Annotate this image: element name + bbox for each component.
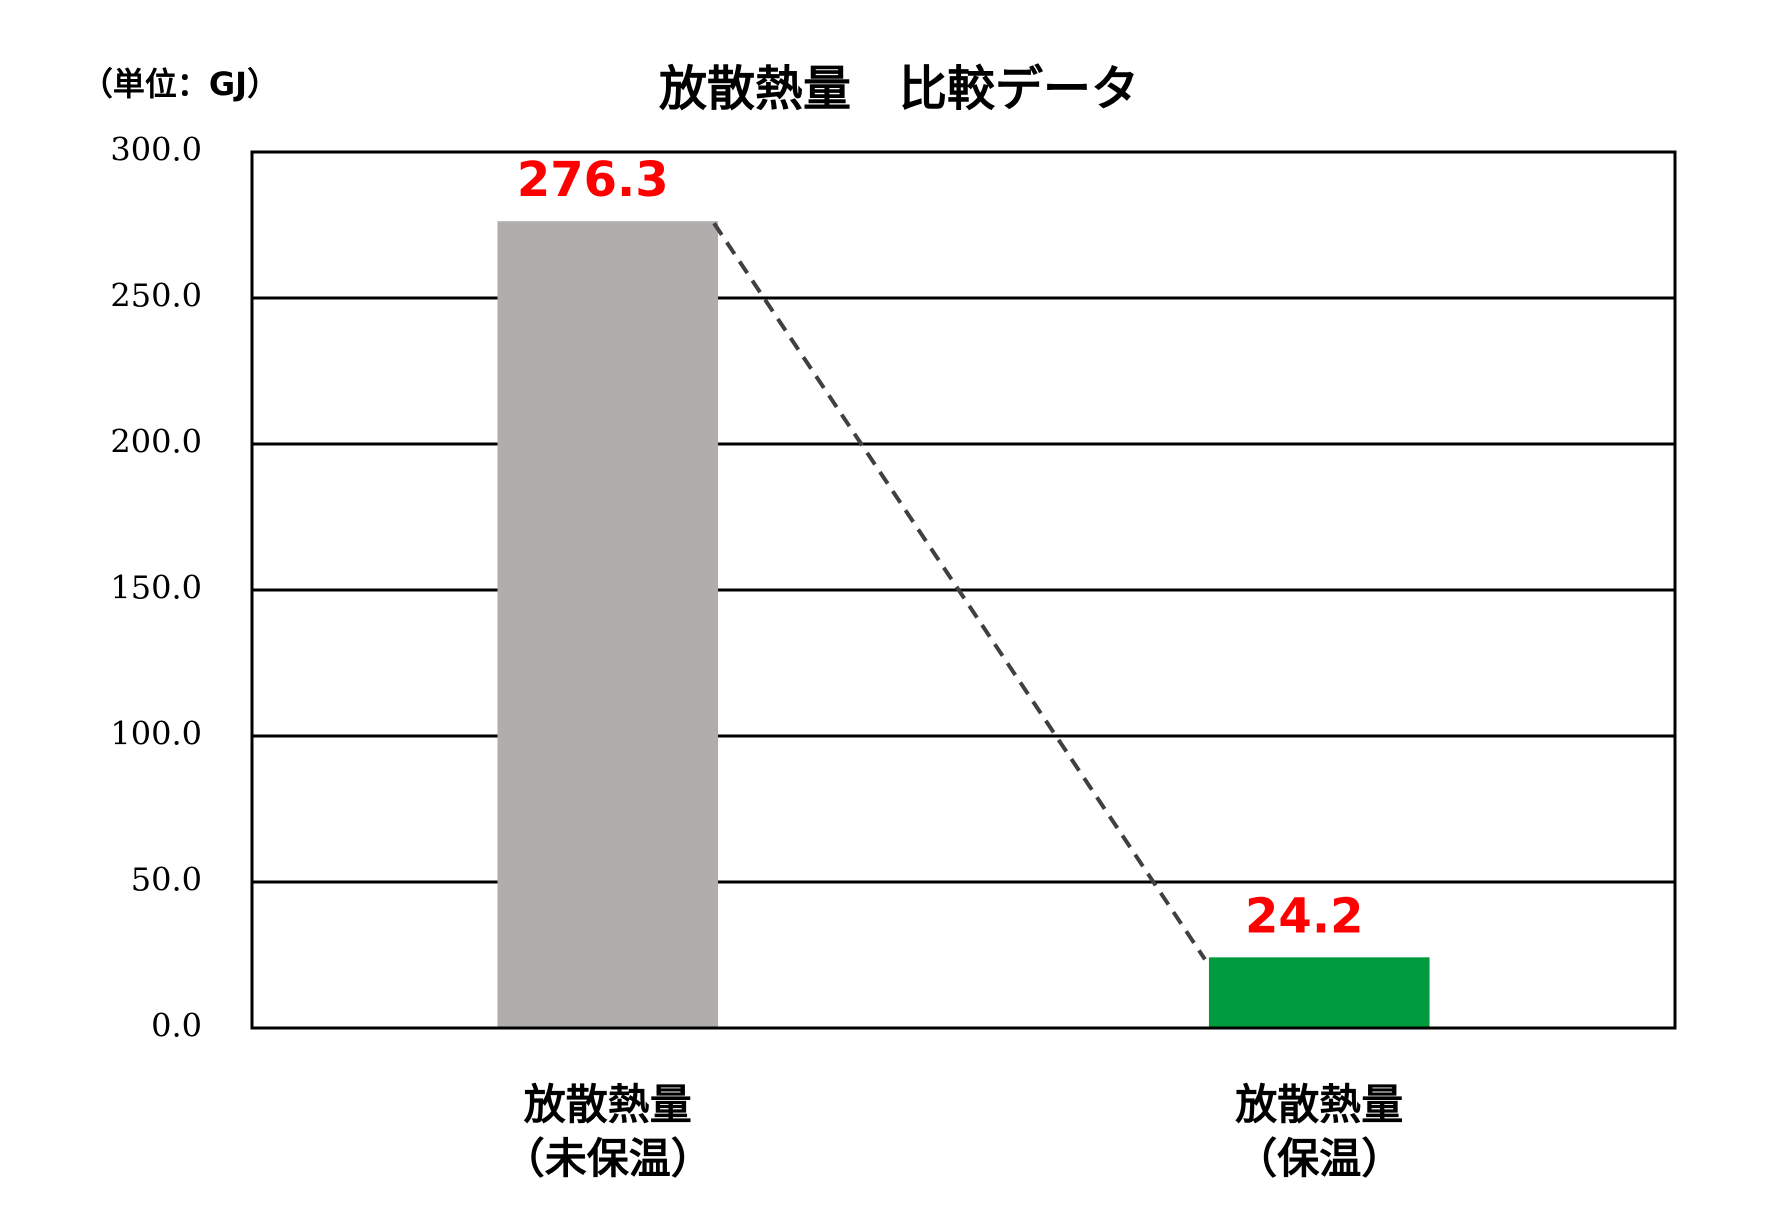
y-tick-label: 300.0	[110, 131, 202, 169]
connector-line	[712, 222, 1207, 961]
chart-title: 放散熱量 比較データ	[659, 61, 1139, 117]
x-tick-label: 放散熱量 （未保温）	[502, 1080, 713, 1183]
value-label: 24.2	[1245, 888, 1363, 944]
y-tick-label: 250.0	[110, 277, 202, 315]
value-label: 276.3	[517, 152, 669, 208]
y-tick-label: 0.0	[151, 1007, 202, 1045]
bar	[1208, 957, 1430, 1028]
y-tick-label: 100.0	[110, 715, 202, 753]
y-tick-label: 50.0	[131, 861, 202, 899]
y-tick-label: 150.0	[110, 569, 202, 607]
y-tick-label: 200.0	[110, 423, 202, 461]
x-tick-label: 放散熱量 （保温）	[1235, 1080, 1404, 1183]
bar	[497, 221, 719, 1029]
unit-label: （単位：GJ）	[81, 65, 279, 103]
